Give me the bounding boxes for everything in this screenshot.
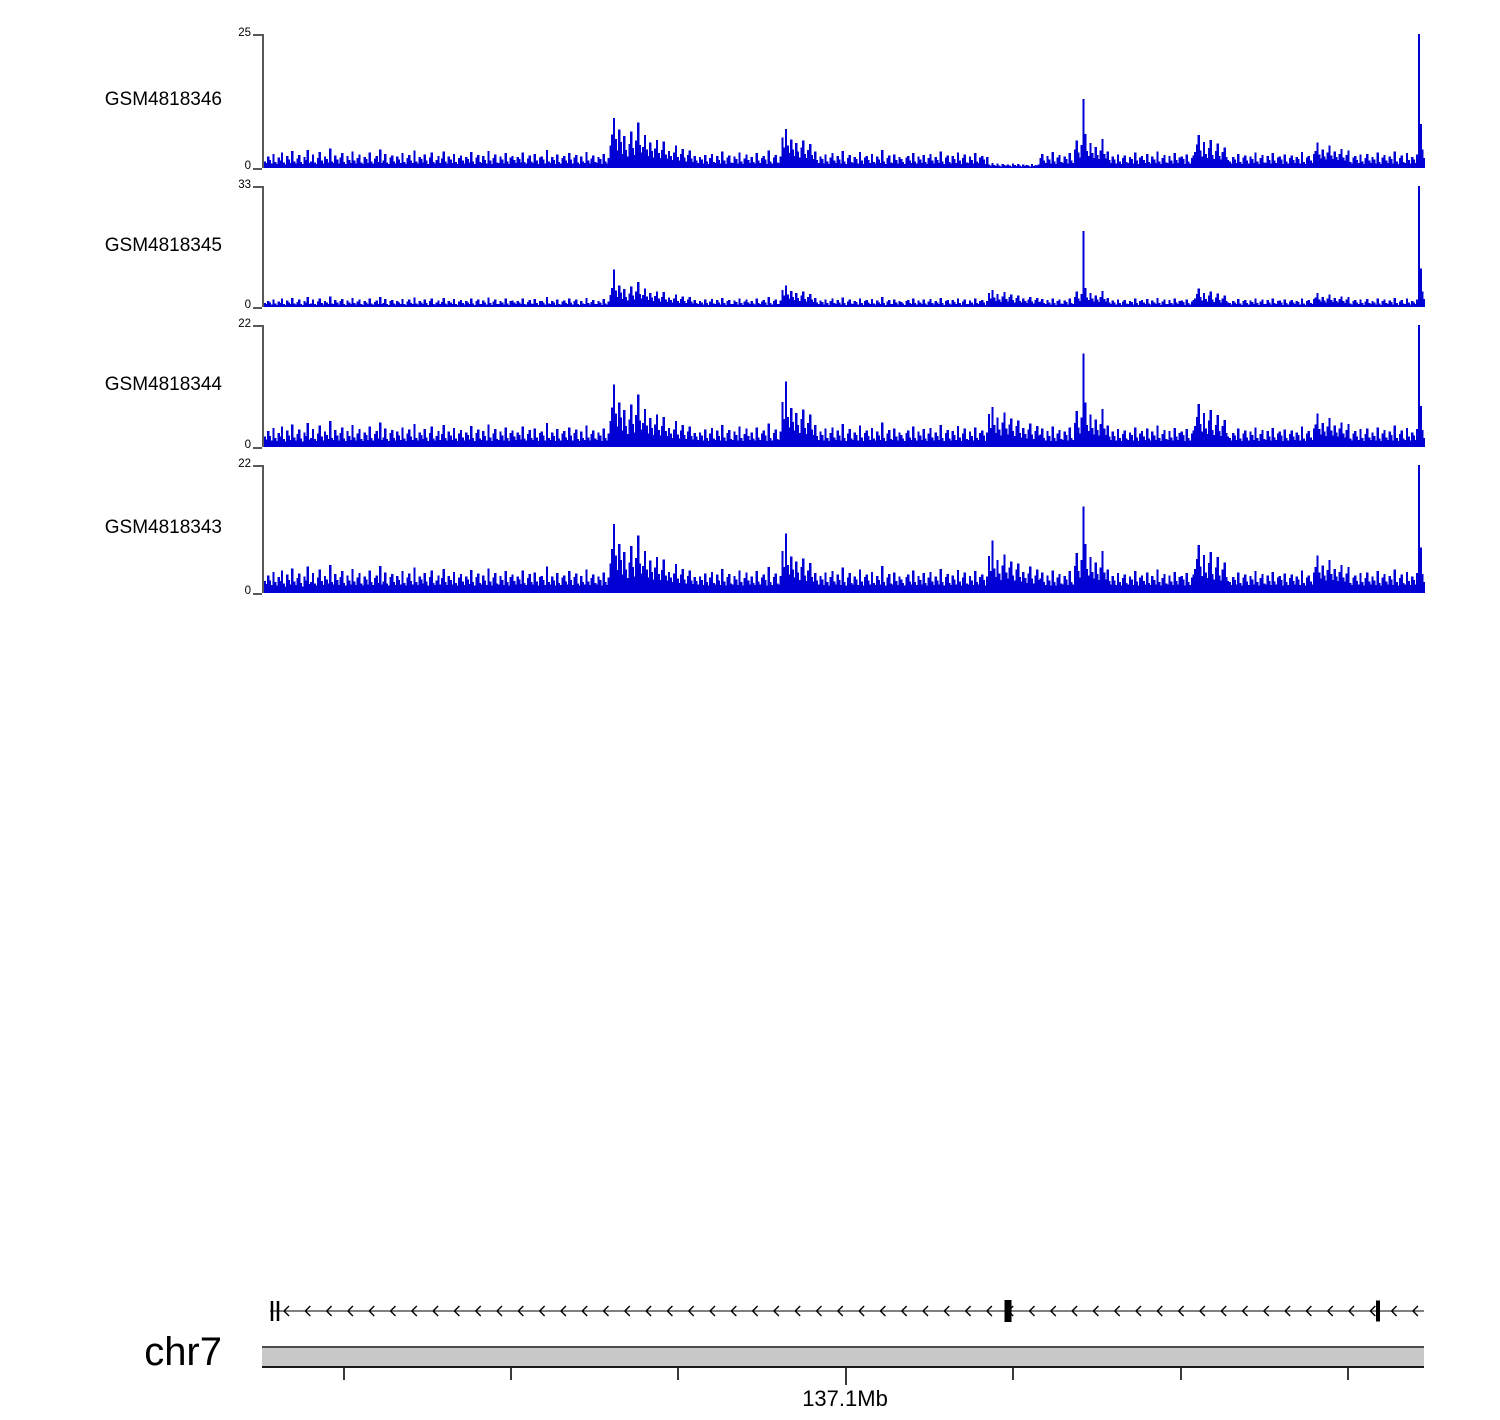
- axis-tick-max: [253, 186, 262, 188]
- gene-annotation-track[interactable]: [262, 1295, 1432, 1327]
- ruler-tick: [845, 1368, 847, 1385]
- axis-tick-max: [253, 34, 262, 36]
- axis-tick-min: [253, 593, 262, 595]
- ruler-tick: [1347, 1368, 1349, 1380]
- axis-min-value: 0: [244, 299, 251, 311]
- ruler-coordinate-label: 137.1Mb: [802, 1386, 888, 1411]
- coverage-plot[interactable]: [264, 34, 1425, 168]
- coverage-plot[interactable]: [264, 186, 1425, 307]
- axis-line: [262, 325, 264, 447]
- axis-tick-min: [253, 168, 262, 170]
- genome-browser: GSM4818346 25 0 GSM4818345 33 0 GSM4818344 22 0 G…: [0, 27, 1500, 1411]
- track-label: GSM4818343: [104, 517, 222, 538]
- chromosome-label: chr7: [144, 1330, 222, 1374]
- axis-line: [262, 186, 264, 307]
- track-label: GSM4818344: [104, 374, 222, 395]
- track-label: GSM4818346: [104, 89, 222, 110]
- ruler-tick: [1012, 1368, 1014, 1380]
- axis-tick-max: [253, 325, 262, 327]
- chromosome-region: chr7 137.1Mb: [0, 640, 1500, 1411]
- ruler-tick: [510, 1368, 512, 1380]
- axis-line: [262, 34, 264, 168]
- axis-min-value: 0: [244, 439, 251, 451]
- axis-tick-min: [253, 307, 262, 309]
- coverage-plot[interactable]: [264, 325, 1425, 447]
- track-label: GSM4818345: [104, 234, 222, 256]
- axis-max-value: 22: [238, 318, 251, 330]
- axis-line: [262, 465, 264, 593]
- axis-max-value: 25: [238, 27, 251, 39]
- axis-tick-min: [253, 447, 262, 449]
- axis-min-value: 0: [244, 585, 251, 597]
- coverage-plot[interactable]: [264, 465, 1425, 593]
- ruler-tick: [677, 1368, 679, 1380]
- ideogram-bar[interactable]: [262, 1346, 1424, 1368]
- axis-tick-max: [253, 465, 262, 467]
- ruler-tick: [1180, 1368, 1182, 1380]
- axis-max-value: 22: [238, 458, 251, 470]
- axis-min-value: 0: [244, 160, 251, 172]
- coordinate-ruler: 137.1Mb: [262, 1368, 1424, 1420]
- ruler-tick: [343, 1368, 345, 1380]
- axis-max-value: 33: [238, 179, 251, 191]
